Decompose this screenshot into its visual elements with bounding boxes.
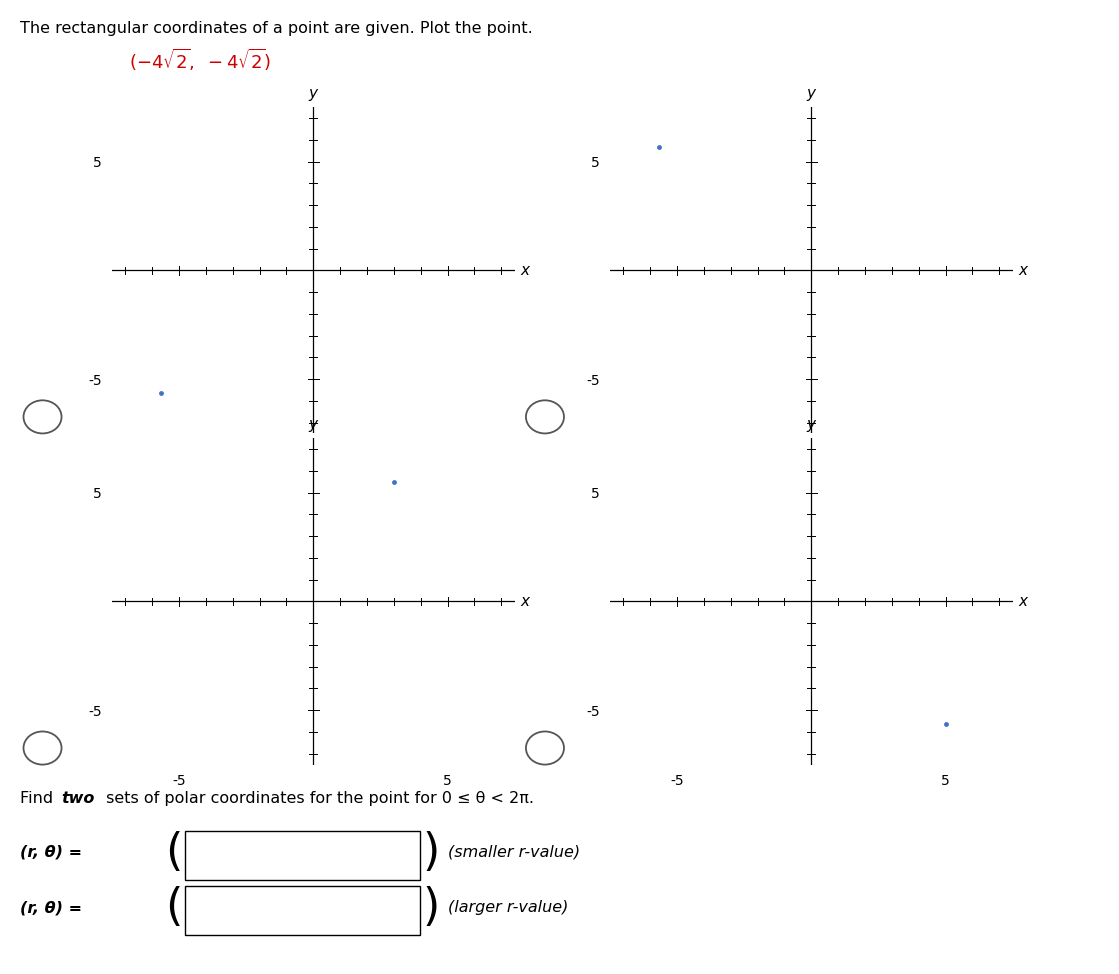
Text: Find: Find	[20, 791, 58, 805]
Text: The rectangular coordinates of a point are given. Plot the point.: The rectangular coordinates of a point a…	[20, 21, 533, 36]
Text: two: two	[62, 791, 95, 805]
Text: x: x	[520, 263, 529, 278]
Text: y: y	[807, 417, 816, 431]
Text: x: x	[1018, 263, 1027, 278]
Text: (: (	[166, 831, 184, 874]
Text: y: y	[309, 417, 318, 431]
Text: (r, θ) =: (r, θ) =	[20, 900, 82, 916]
Text: y: y	[309, 86, 318, 100]
Text: $(-4\sqrt{2},\ -4\sqrt{2})$: $(-4\sqrt{2},\ -4\sqrt{2})$	[129, 47, 271, 73]
Text: (larger r-value): (larger r-value)	[448, 900, 568, 916]
Text: (r, θ) =: (r, θ) =	[20, 844, 82, 860]
Text: y: y	[807, 86, 816, 100]
Text: ): )	[423, 831, 440, 874]
Text: x: x	[1018, 594, 1027, 609]
Text: sets of polar coordinates for the point for 0 ≤ θ < 2π.: sets of polar coordinates for the point …	[101, 791, 534, 805]
Text: x: x	[520, 594, 529, 609]
Text: (: (	[166, 886, 184, 929]
Text: (smaller r-value): (smaller r-value)	[448, 844, 580, 860]
Text: ): )	[423, 886, 440, 929]
